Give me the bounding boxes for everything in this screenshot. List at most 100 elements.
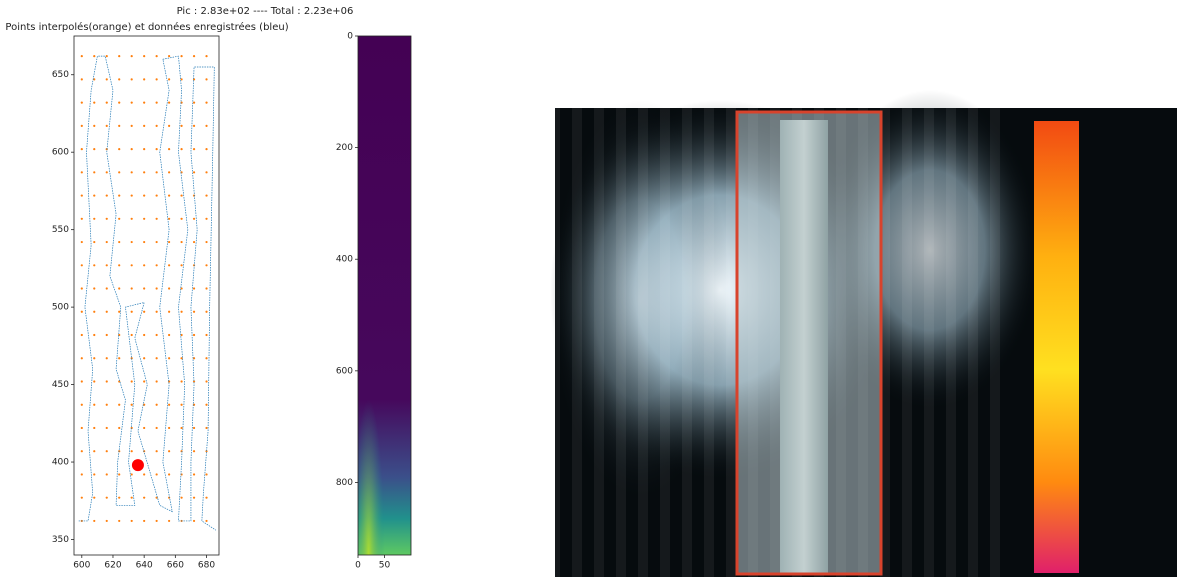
interpolated-point [192, 333, 196, 337]
interpolated-point [192, 147, 196, 151]
interpolated-point [93, 357, 96, 360]
interpolated-point [143, 78, 146, 81]
interpolated-point [143, 496, 146, 499]
interpolated-point [180, 240, 183, 244]
interpolated-point [192, 426, 196, 430]
interpolated-point [205, 426, 208, 430]
interpolated-point [205, 147, 208, 151]
interpolated-point [105, 124, 108, 127]
interpolated-point [93, 101, 96, 104]
interpolated-point [80, 473, 83, 476]
interpolated-point [180, 124, 183, 127]
interpolated-point [180, 380, 183, 383]
current-position [131, 459, 144, 472]
interpolated-point [80, 310, 83, 313]
interpolated-point [192, 55, 196, 58]
interpolated-point [168, 473, 171, 476]
interpolated-point [180, 287, 183, 290]
interpolated-point [155, 403, 158, 406]
interpolated-point [192, 380, 196, 383]
interpolated-point [205, 357, 208, 360]
interpolated-point [93, 333, 96, 337]
interpolated-point [93, 287, 96, 290]
x-tick-label: 0 [355, 561, 361, 571]
interpolated-point [143, 124, 146, 127]
interpolated-point [118, 55, 121, 58]
heatmap-highlight [358, 36, 411, 555]
y-tick-label: 200 [336, 143, 353, 153]
interpolated-point [80, 55, 83, 58]
interpolated-point [143, 380, 146, 383]
interpolated-point [105, 426, 108, 430]
interpolated-point [205, 450, 208, 453]
interpolated-point [192, 357, 196, 360]
interpolated-point [130, 55, 133, 58]
interpolated-point [130, 473, 133, 476]
interpolated-point [130, 78, 133, 81]
interpolated-point [143, 147, 146, 151]
interpolated-point [205, 264, 208, 267]
y-tick-label: 400 [336, 255, 353, 265]
interpolated-point [168, 287, 171, 290]
interpolated-point [143, 194, 146, 197]
interpolated-point [118, 78, 121, 81]
interpolated-point [155, 78, 158, 81]
interpolated-point [180, 310, 183, 313]
interpolated-point [205, 333, 208, 337]
interpolated-point [80, 450, 83, 453]
interpolated-point [80, 264, 83, 267]
interpolated-point [155, 124, 158, 127]
interpolated-point [155, 310, 158, 313]
interpolated-point [105, 357, 108, 360]
y-tick-label: 650 [52, 70, 69, 80]
interpolated-point [80, 101, 83, 104]
interpolated-point [168, 403, 171, 406]
interpolated-point [192, 496, 196, 499]
interpolated-point [155, 287, 158, 290]
interpolated-point [80, 380, 83, 383]
interpolated-point [143, 310, 146, 313]
interpolated-point [93, 380, 96, 383]
interpolated-point [205, 217, 208, 220]
interpolated-point [80, 194, 83, 197]
interpolated-point [118, 519, 121, 523]
interpolated-point [143, 217, 146, 220]
interpolated-point [180, 217, 183, 220]
interpolated-point [155, 357, 158, 360]
interpolated-point [168, 171, 171, 174]
interpolated-point [93, 496, 96, 499]
interpolated-point [143, 519, 146, 523]
interpolated-point [168, 124, 171, 127]
interpolated-point [93, 194, 96, 197]
interpolated-point [80, 333, 83, 337]
interpolated-point [105, 240, 108, 244]
interpolated-point [180, 333, 183, 337]
interpolated-point [168, 450, 171, 453]
interpolated-point [118, 357, 121, 360]
interpolated-point [130, 264, 133, 267]
interpolated-point [130, 101, 133, 104]
interpolated-point [130, 287, 133, 290]
interpolated-point [168, 310, 171, 313]
interpolated-point [105, 450, 108, 453]
interpolated-point [80, 403, 83, 406]
interpolated-point [105, 264, 108, 267]
interpolated-point [118, 194, 121, 197]
interpolated-point [192, 101, 196, 104]
interpolated-point [93, 147, 96, 151]
interpolated-point [130, 519, 133, 523]
interpolated-point [93, 217, 96, 220]
interpolated-point [168, 264, 171, 267]
interpolated-point [205, 496, 208, 499]
interpolated-point [205, 78, 208, 81]
interpolated-point [130, 357, 133, 360]
interpolated-point [93, 426, 96, 430]
interpolated-point [155, 519, 158, 523]
interpolated-point [80, 496, 83, 499]
interpolated-point [205, 240, 208, 244]
interpolated-point [105, 403, 108, 406]
interpolated-point [155, 450, 158, 453]
interpolated-point [205, 380, 208, 383]
interpolated-point [118, 403, 121, 406]
